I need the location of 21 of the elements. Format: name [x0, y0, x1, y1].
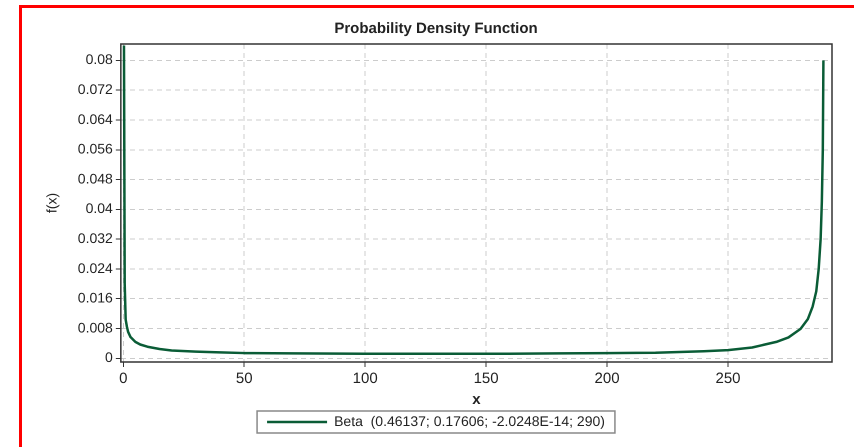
x-tick-label: 150: [474, 370, 499, 388]
x-axis-title: x: [472, 391, 482, 408]
y-tick-label: 0: [105, 349, 114, 366]
x-tick-label: 0: [119, 370, 128, 388]
y-tick-label: 0.04: [86, 200, 114, 216]
y-tick-label: 0.072: [78, 81, 114, 98]
y-tick-label: 0.024: [78, 260, 114, 276]
y-tick-label: 0.032: [78, 230, 114, 246]
y-tick-label: 0.048: [78, 170, 114, 186]
legend-label: Beta (0.46137; 0.17606; -2.0248E-14; 290): [334, 412, 605, 429]
x-tick-label: 250: [715, 370, 740, 388]
y-tick-label: 0.064: [78, 110, 114, 127]
x-tick-label: 100: [352, 370, 378, 388]
y-tick-label: 0.008: [78, 319, 114, 336]
x-tick-label: 200: [594, 370, 620, 388]
y-tick-label: 0.056: [78, 140, 114, 157]
x-tick-label: 50: [236, 370, 253, 388]
y-tick-label: 0.08: [86, 51, 114, 68]
chart-title: Probability Density Function: [334, 20, 538, 38]
y-axis-title: f(x): [43, 192, 60, 214]
y-tick-label: 0.016: [78, 290, 114, 306]
